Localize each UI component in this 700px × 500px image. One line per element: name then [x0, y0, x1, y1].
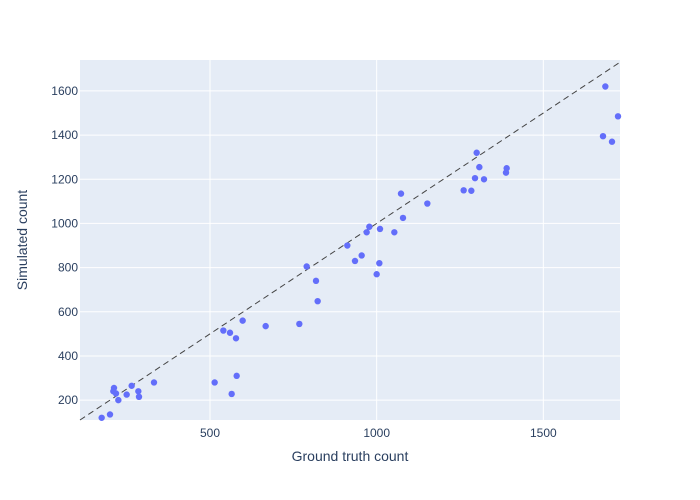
x-tick-label: 1500	[530, 426, 557, 440]
data-point	[373, 271, 380, 278]
data-point	[262, 322, 269, 330]
data-point	[599, 132, 607, 140]
x-tick-label: 1000	[363, 426, 390, 440]
data-point	[239, 317, 246, 324]
data-point	[232, 335, 240, 342]
data-point	[366, 223, 373, 230]
data-point	[150, 379, 158, 386]
data-point	[98, 414, 105, 421]
y-tick-label: 600	[58, 305, 78, 319]
data-point	[312, 277, 320, 285]
data-point	[106, 411, 114, 418]
y-axis-ticks: 200 400 600 800 1000 1200 1400 1600	[51, 84, 78, 407]
data-point	[314, 297, 321, 305]
y-tick-label: 200	[58, 393, 78, 407]
data-point	[476, 163, 483, 171]
data-point	[211, 379, 218, 386]
data-point	[358, 252, 365, 259]
y-tick-label: 1600	[51, 84, 78, 98]
data-point	[344, 242, 351, 249]
data-point	[135, 388, 142, 395]
data-point	[376, 259, 383, 267]
data-point	[460, 187, 467, 194]
data-point	[399, 214, 407, 222]
data-point	[351, 257, 359, 265]
plot-background	[80, 60, 620, 420]
data-point	[376, 225, 384, 233]
data-point	[503, 165, 510, 172]
y-tick-label: 400	[58, 349, 78, 363]
y-tick-label: 1200	[51, 172, 78, 186]
data-point	[110, 384, 118, 392]
data-point	[296, 320, 303, 328]
data-point	[363, 229, 370, 236]
data-point	[424, 200, 431, 207]
data-point	[233, 372, 240, 380]
x-tick-label: 500	[200, 426, 220, 440]
data-point	[226, 329, 234, 336]
y-axis-title: Simulated count	[14, 190, 30, 291]
reference-line-y-equals-x	[79, 61, 621, 421]
data-point	[303, 263, 310, 270]
data-point	[471, 174, 479, 182]
data-point	[135, 393, 143, 401]
data-point	[115, 396, 122, 404]
data-point	[391, 229, 398, 236]
data-point	[220, 327, 227, 334]
gridlines	[80, 60, 620, 420]
data-point	[614, 113, 622, 120]
y-tick-label: 1400	[51, 128, 78, 142]
data-point	[608, 138, 616, 145]
y-tick-label: 800	[58, 261, 78, 275]
data-points	[98, 83, 622, 421]
y-tick-label: 1000	[51, 216, 78, 230]
data-point	[397, 190, 405, 197]
x-axis-ticks: 500 1000 1500	[200, 426, 557, 440]
data-point	[228, 390, 235, 398]
data-point	[480, 176, 488, 183]
data-point	[128, 382, 135, 389]
data-point	[468, 187, 475, 194]
x-axis-title: Ground truth count	[292, 448, 409, 464]
data-point	[473, 149, 480, 156]
data-point	[123, 391, 130, 398]
data-point	[602, 83, 609, 90]
data-point	[112, 390, 120, 397]
